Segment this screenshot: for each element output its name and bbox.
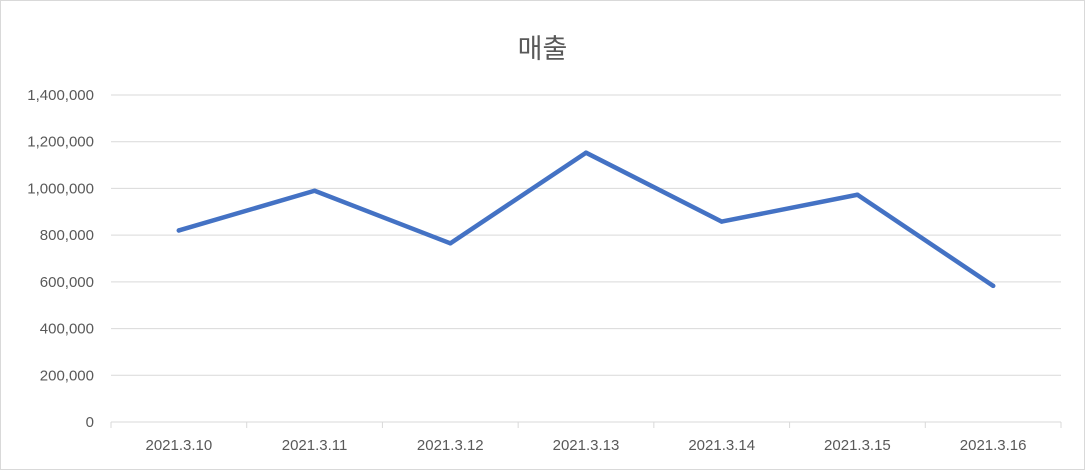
data-point bbox=[312, 188, 317, 193]
y-tick-label: 1,400,000 bbox=[27, 87, 94, 104]
y-tick-label: 0 bbox=[86, 414, 94, 431]
x-tick-label: 2021.3.12 bbox=[417, 437, 484, 454]
x-tick-label: 2021.3.10 bbox=[145, 437, 212, 454]
data-point bbox=[176, 228, 182, 233]
gridlines bbox=[111, 94, 1061, 376]
y-tick-label: 600,000 bbox=[40, 274, 94, 291]
y-tick-label: 800,000 bbox=[40, 227, 94, 244]
y-tick-label: 200,000 bbox=[40, 367, 94, 384]
chart-title: 매출 bbox=[517, 34, 568, 65]
y-tick-label: 400,000 bbox=[40, 321, 94, 338]
data-point bbox=[990, 283, 996, 289]
series-line bbox=[176, 150, 996, 289]
x-axis: 2021.3.10 2021.3.11 2021.3.12 2021.3.13 2021… bbox=[110, 421, 1062, 454]
x-tick-label: 2021.3.13 bbox=[553, 437, 620, 454]
series-group bbox=[176, 150, 996, 289]
y-tick-label: 1,000,000 bbox=[27, 180, 94, 197]
x-tick-label: 2021.3.16 bbox=[960, 437, 1027, 454]
data-point bbox=[448, 241, 453, 246]
x-tick-label: 2021.3.11 bbox=[282, 437, 348, 454]
x-tick-label: 2021.3.15 bbox=[824, 437, 891, 454]
data-point bbox=[855, 192, 860, 197]
y-tick-label: 1,200,000 bbox=[27, 134, 94, 151]
data-point bbox=[719, 219, 724, 224]
data-point bbox=[583, 150, 589, 155]
x-tick-label: 2021.3.14 bbox=[688, 437, 755, 454]
y-axis: 0 200,000 400,000 600,000 800,000 1,000,000 1,… bbox=[27, 87, 94, 431]
